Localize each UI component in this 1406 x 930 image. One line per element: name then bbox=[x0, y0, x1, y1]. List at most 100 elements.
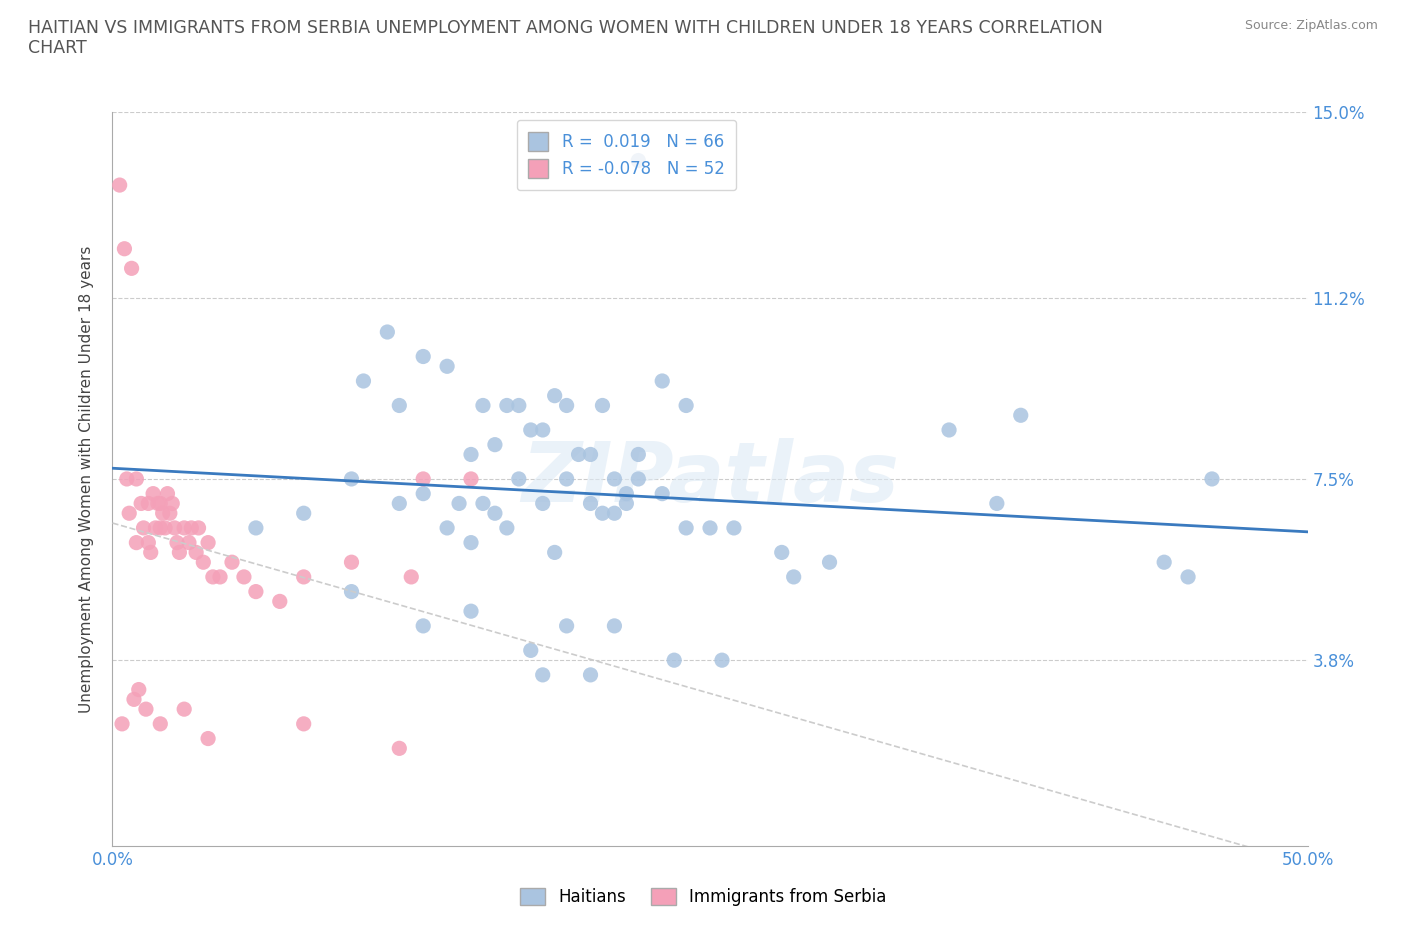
Point bbox=[197, 731, 219, 746]
Point bbox=[221, 555, 243, 570]
Point bbox=[783, 569, 806, 584]
Point bbox=[149, 496, 172, 511]
Point bbox=[711, 653, 734, 668]
Point bbox=[245, 584, 267, 599]
Point bbox=[145, 521, 167, 536]
Point bbox=[118, 506, 141, 521]
Point bbox=[531, 422, 554, 437]
Point bbox=[436, 359, 458, 374]
Point bbox=[579, 447, 602, 462]
Point bbox=[568, 447, 591, 462]
Text: Source: ZipAtlas.com: Source: ZipAtlas.com bbox=[1244, 19, 1378, 32]
Point bbox=[292, 716, 315, 731]
Point bbox=[496, 521, 519, 536]
Point bbox=[129, 496, 152, 511]
Point bbox=[269, 594, 291, 609]
Point bbox=[520, 422, 543, 437]
Point bbox=[340, 472, 363, 486]
Y-axis label: Unemployment Among Women with Children Under 18 years: Unemployment Among Women with Children U… bbox=[79, 246, 94, 712]
Point bbox=[108, 178, 131, 193]
Point bbox=[651, 374, 673, 389]
Point bbox=[603, 472, 626, 486]
Point bbox=[603, 506, 626, 521]
Point bbox=[173, 521, 195, 536]
Point bbox=[484, 437, 506, 452]
Point bbox=[472, 496, 495, 511]
Point bbox=[121, 261, 143, 276]
Point bbox=[555, 398, 578, 413]
Point bbox=[520, 643, 543, 658]
Point bbox=[531, 496, 554, 511]
Point bbox=[460, 447, 482, 462]
Point bbox=[135, 702, 157, 717]
Point bbox=[664, 653, 686, 668]
Point bbox=[245, 521, 267, 536]
Point bbox=[723, 521, 745, 536]
Point bbox=[340, 555, 363, 570]
Point bbox=[138, 496, 160, 511]
Point bbox=[508, 472, 530, 486]
Point bbox=[162, 496, 183, 511]
Point bbox=[197, 535, 219, 550]
Point bbox=[149, 716, 172, 731]
Point bbox=[169, 545, 191, 560]
Point bbox=[603, 618, 626, 633]
Point bbox=[484, 506, 506, 521]
Point bbox=[122, 692, 145, 707]
Point bbox=[592, 506, 614, 521]
Point bbox=[209, 569, 232, 584]
Point bbox=[555, 618, 578, 633]
Point bbox=[543, 545, 565, 560]
Point bbox=[138, 535, 160, 550]
Point bbox=[412, 349, 434, 364]
Point bbox=[1177, 569, 1199, 584]
Point bbox=[579, 496, 602, 511]
Point bbox=[1201, 472, 1223, 486]
Point bbox=[139, 545, 162, 560]
Point bbox=[128, 682, 150, 697]
Point bbox=[986, 496, 1008, 511]
Point bbox=[1153, 555, 1175, 570]
Point bbox=[142, 486, 165, 501]
Point bbox=[460, 604, 482, 618]
Point bbox=[579, 668, 602, 683]
Point bbox=[592, 398, 614, 413]
Point bbox=[388, 398, 411, 413]
Point bbox=[616, 496, 638, 511]
Point bbox=[180, 521, 202, 536]
Point bbox=[353, 374, 375, 389]
Point bbox=[627, 153, 650, 168]
Point bbox=[436, 521, 458, 536]
Point bbox=[177, 535, 200, 550]
Point bbox=[132, 521, 155, 536]
Point bbox=[770, 545, 793, 560]
Point bbox=[153, 521, 176, 536]
Point bbox=[156, 486, 179, 501]
Point bbox=[149, 521, 172, 536]
Point bbox=[496, 398, 519, 413]
Point bbox=[388, 741, 411, 756]
Point bbox=[159, 506, 181, 521]
Point bbox=[193, 555, 215, 570]
Point bbox=[675, 521, 697, 536]
Point bbox=[163, 521, 186, 536]
Point bbox=[412, 472, 434, 486]
Point bbox=[292, 569, 315, 584]
Point bbox=[627, 472, 650, 486]
Point bbox=[152, 506, 174, 521]
Point bbox=[938, 422, 960, 437]
Point bbox=[1010, 408, 1032, 423]
Text: ZIPatlas: ZIPatlas bbox=[522, 438, 898, 520]
Point bbox=[460, 472, 482, 486]
Point bbox=[173, 702, 195, 717]
Point bbox=[460, 535, 482, 550]
Point bbox=[651, 486, 673, 501]
Point bbox=[187, 521, 209, 536]
Point bbox=[292, 506, 315, 521]
Point bbox=[531, 668, 554, 683]
Point bbox=[114, 241, 135, 256]
Point bbox=[125, 472, 148, 486]
Point bbox=[201, 569, 224, 584]
Point bbox=[166, 535, 188, 550]
Point bbox=[401, 569, 423, 584]
